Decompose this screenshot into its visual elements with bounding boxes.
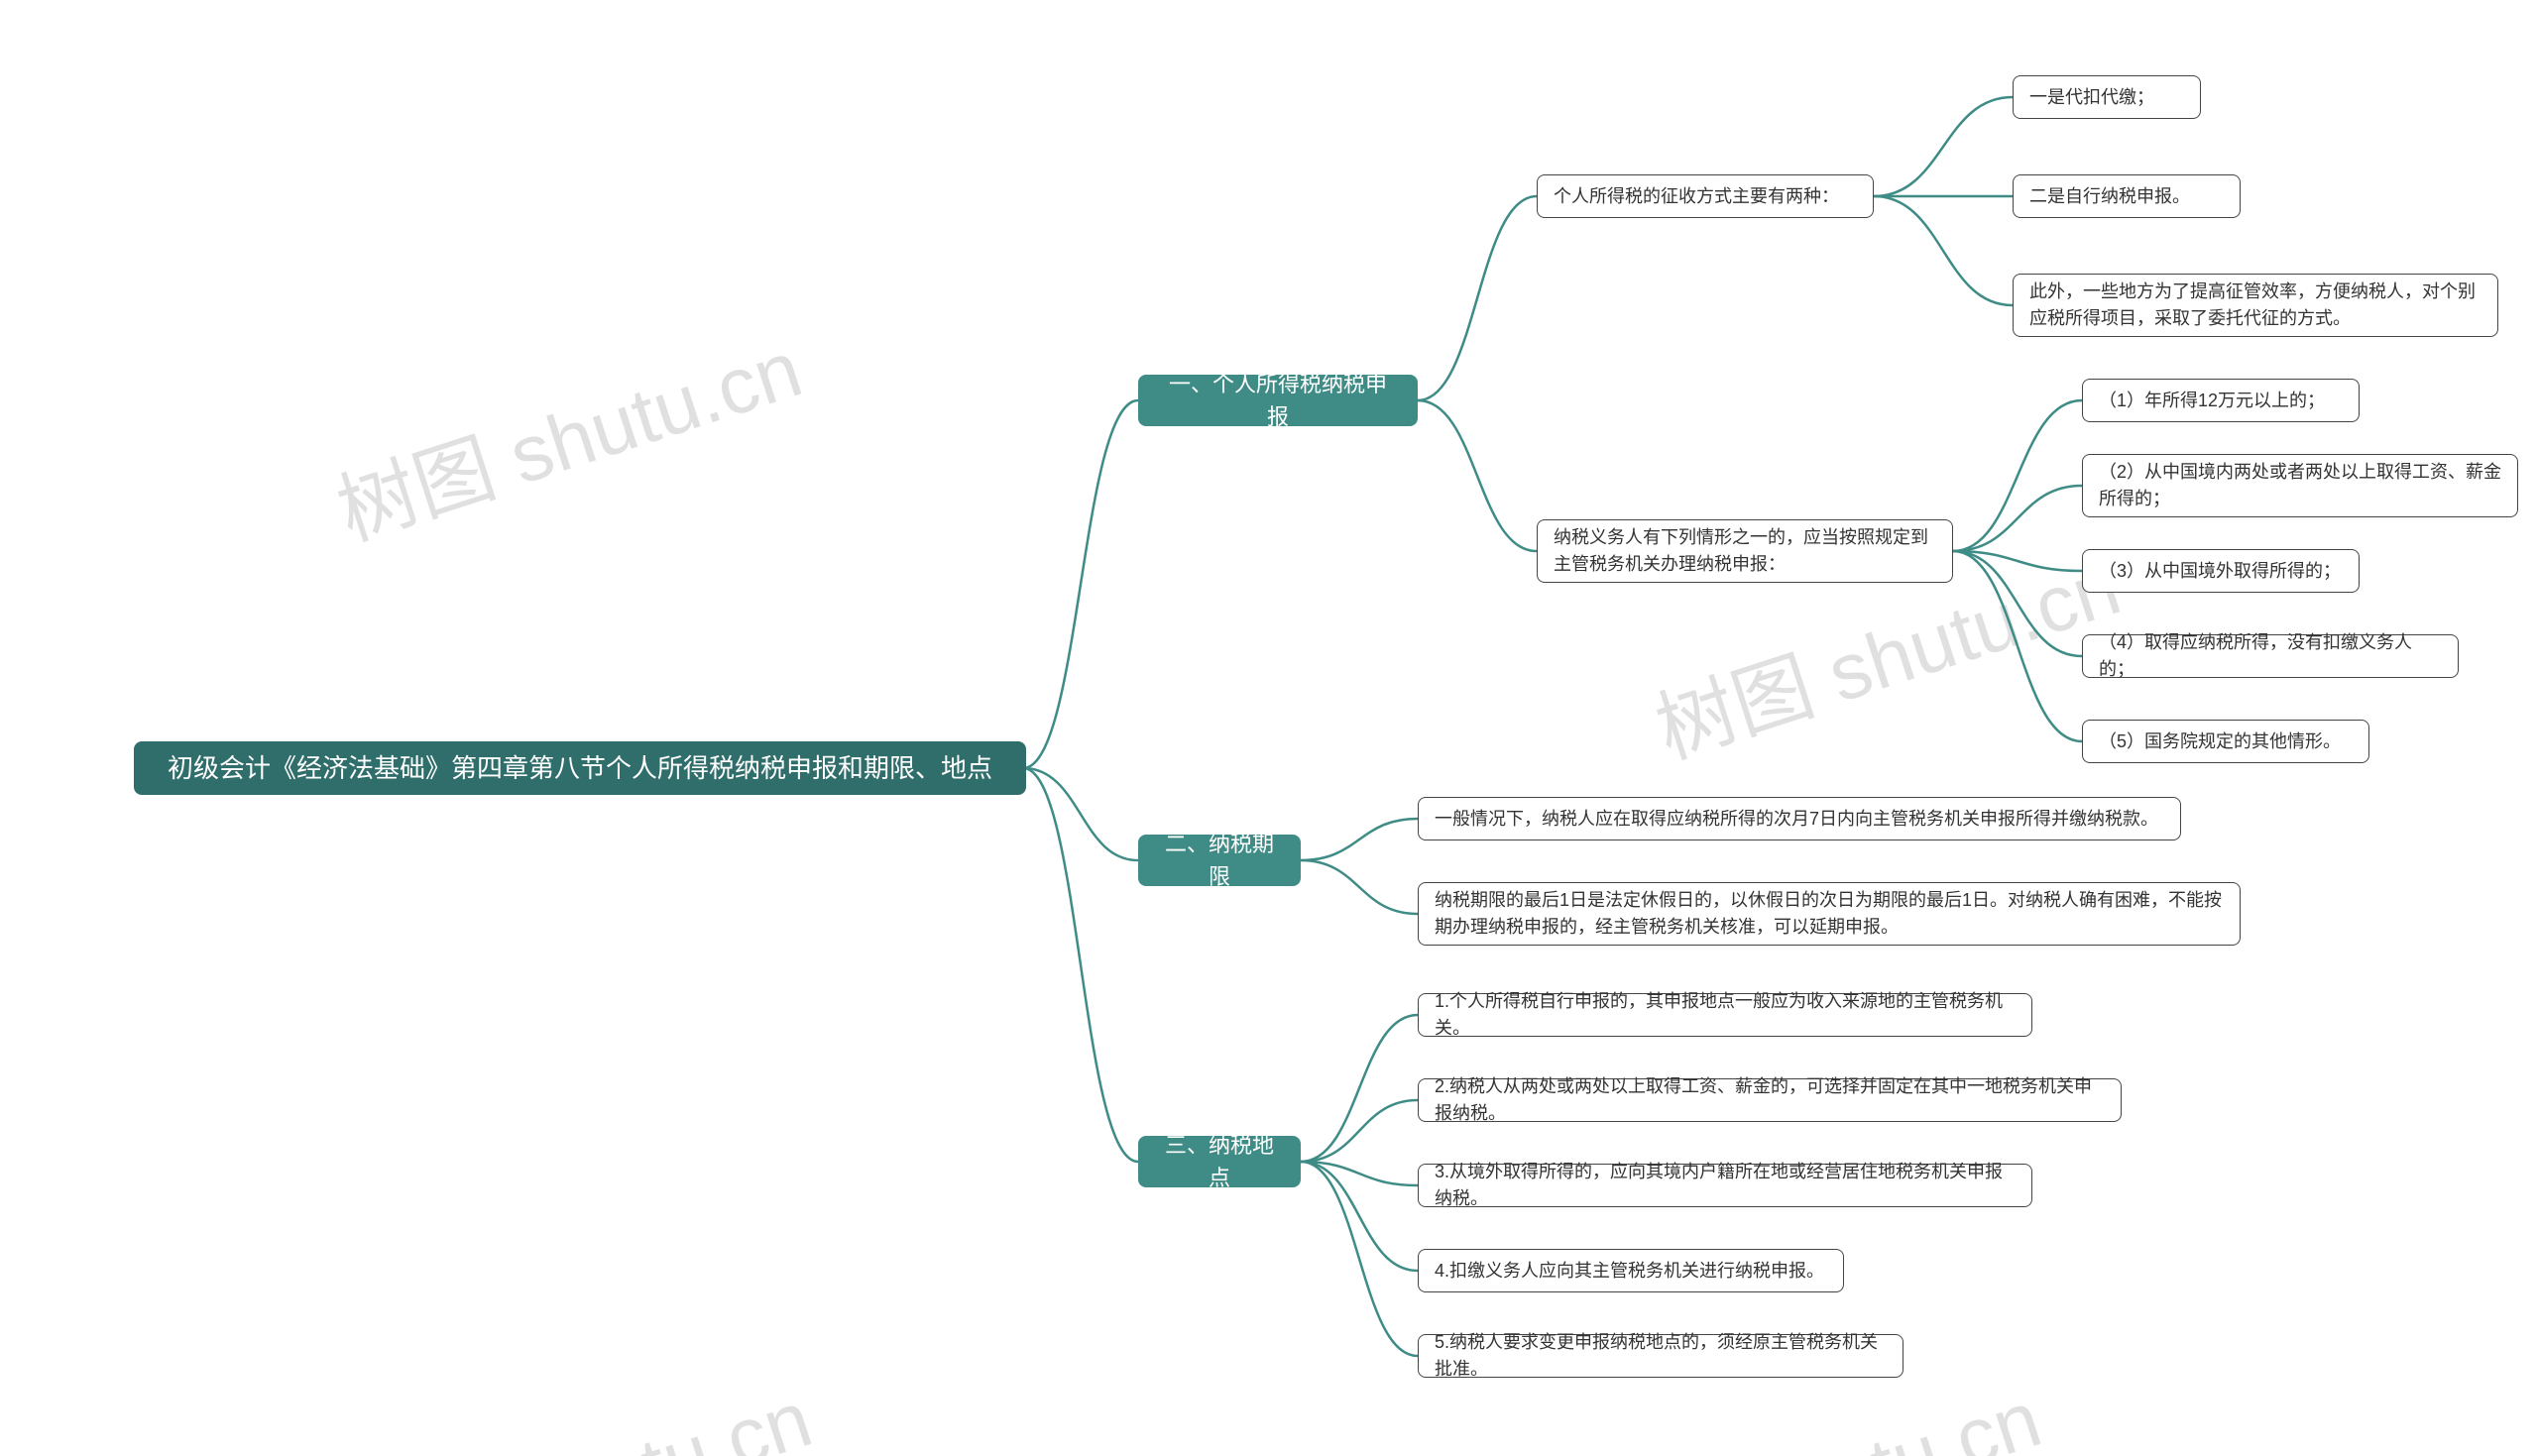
section-1-leaf-2-2: （2）从中国境内两处或者两处以上取得工资、薪金所得的； <box>2082 454 2518 517</box>
section-3: 三、纳税地点 <box>1138 1136 1301 1187</box>
section-1-leaf-2-3: （3）从中国境外取得所得的； <box>2082 549 2360 593</box>
section-2: 二、纳税期限 <box>1138 835 1301 886</box>
section-1-leaf-1-1: 一是代扣代缴； <box>2013 75 2201 119</box>
section-3-leaf-2: 2.纳税人从两处或两处以上取得工资、薪金的，可选择并固定在其中一地税务机关申报纳… <box>1418 1078 2122 1122</box>
section-2-leaf-2: 纳税期限的最后1日是法定休假日的，以休假日的次日为期限的最后1日。对纳税人确有困… <box>1418 882 2241 946</box>
section-1-mid-1: 个人所得税的征收方式主要有两种： <box>1537 174 1874 218</box>
section-3-leaf-5: 5.纳税人要求变更申报纳税地点的，须经原主管税务机关批准。 <box>1418 1334 1904 1378</box>
section-1-mid-2: 纳税义务人有下列情形之一的，应当按照规定到主管税务机关办理纳税申报： <box>1537 519 1953 583</box>
section-1-leaf-1-2: 二是自行纳税申报。 <box>2013 174 2241 218</box>
section-3-leaf-3: 3.从境外取得所得的，应向其境内户籍所在地或经营居住地税务机关申报纳税。 <box>1418 1164 2032 1207</box>
section-3-leaf-4: 4.扣缴义务人应向其主管税务机关进行纳税申报。 <box>1418 1249 1844 1292</box>
section-3-leaf-1: 1.个人所得税自行申报的，其申报地点一般应为收入来源地的主管税务机关。 <box>1418 993 2032 1037</box>
watermark: shutu.cn <box>509 1374 822 1456</box>
watermark: 树图 shutu.cn <box>321 305 814 563</box>
watermark: shutu.cn <box>1738 1374 2051 1456</box>
section-1-leaf-2-1: （1）年所得12万元以上的； <box>2082 379 2360 422</box>
section-2-leaf-1: 一般情况下，纳税人应在取得应纳税所得的次月7日内向主管税务机关申报所得并缴纳税款… <box>1418 797 2181 840</box>
section-1: 一、个人所得税纳税申报 <box>1138 375 1418 426</box>
section-1-leaf-1-3: 此外，一些地方为了提高征管效率，方便纳税人，对个别应税所得项目，采取了委托代征的… <box>2013 274 2498 337</box>
section-1-leaf-2-5: （5）国务院规定的其他情形。 <box>2082 720 2369 763</box>
root-node: 初级会计《经济法基础》第四章第八节个人所得税纳税申报和期限、地点 <box>134 741 1026 795</box>
section-1-leaf-2-4: （4）取得应纳税所得，没有扣缴义务人的； <box>2082 634 2459 678</box>
